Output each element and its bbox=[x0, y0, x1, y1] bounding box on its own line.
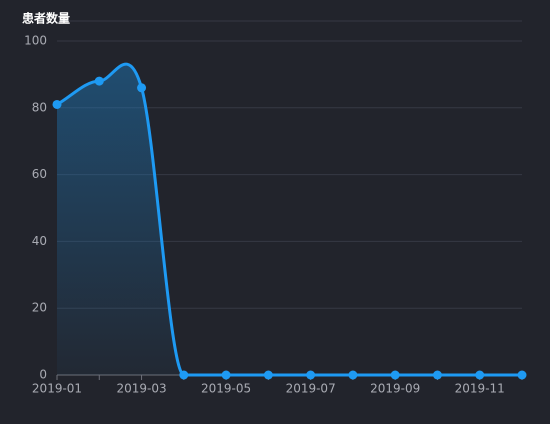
y-axis-title: 患者数量 bbox=[22, 11, 70, 26]
x-tick-label: 2019-03 bbox=[116, 382, 166, 396]
point bbox=[432, 370, 442, 380]
point bbox=[475, 370, 485, 380]
point bbox=[94, 76, 104, 86]
point bbox=[52, 99, 62, 109]
point bbox=[221, 370, 231, 380]
point bbox=[306, 370, 316, 380]
x-tick-label: 2019-09 bbox=[370, 382, 420, 396]
point bbox=[179, 370, 189, 380]
x-tick-label: 2019-01 bbox=[32, 382, 82, 396]
x-tick-label: 2019-05 bbox=[201, 382, 251, 396]
point bbox=[390, 370, 400, 380]
point bbox=[137, 83, 147, 93]
point bbox=[517, 370, 527, 380]
y-tick-label: 20 bbox=[32, 301, 47, 315]
y-tick-label: 80 bbox=[32, 100, 47, 114]
area bbox=[57, 64, 522, 375]
x-tick-label: 2019-11 bbox=[455, 382, 505, 396]
point bbox=[263, 370, 273, 380]
x-tick-label: 2019-07 bbox=[286, 382, 336, 396]
y-tick-label: 0 bbox=[39, 368, 47, 382]
y-tick-label: 100 bbox=[24, 34, 47, 48]
y-tick-label: 60 bbox=[32, 167, 47, 181]
y-tick-label: 40 bbox=[32, 234, 47, 248]
point bbox=[348, 370, 358, 380]
